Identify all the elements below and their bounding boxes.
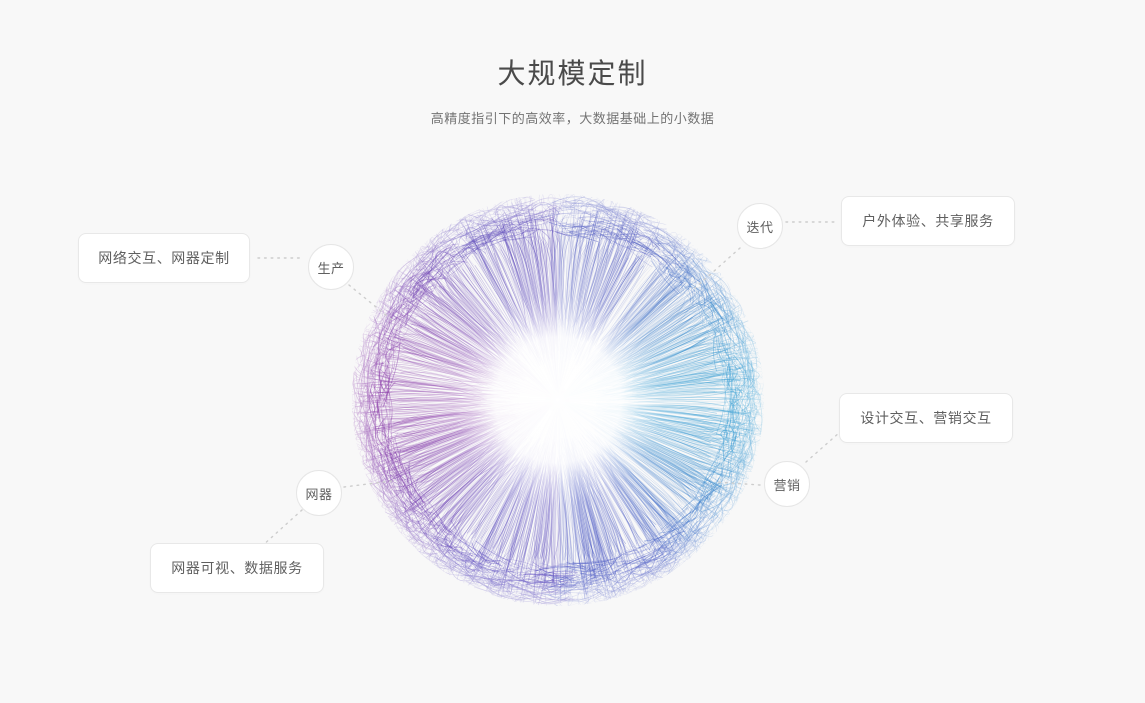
connector-netware-box [261,509,303,547]
node-marketing[interactable]: 营销 [764,461,810,507]
label-box-marketing[interactable]: 设计交互、营销交互 [839,393,1013,443]
page-title: 大规模定制 [497,58,648,89]
sphere-graph-svg [352,194,764,606]
node-production-label: 生产 [317,260,345,276]
label-box-iteration[interactable]: 户外体验、共享服务 [841,196,1015,246]
node-netware-label: 网器 [305,486,333,502]
node-production[interactable]: 生产 [308,244,354,290]
sphere-rim-fade [352,194,764,606]
label-box-production[interactable]: 网络交互、网器定制 [78,233,250,283]
page-subtitle: 高精度指引下的高效率，大数据基础上的小数据 [430,110,715,126]
node-netware[interactable]: 网器 [296,470,342,516]
label-box-netware[interactable]: 网器可视、数据服务 [150,543,324,593]
sphere-visualization [348,190,768,610]
label-box-production-text: 网络交互、网器定制 [98,250,230,266]
label-box-netware-text: 网器可视、数据服务 [171,560,303,576]
label-box-iteration-text: 户外体验、共享服务 [862,213,994,229]
node-iteration[interactable]: 迭代 [737,203,783,249]
label-box-marketing-text: 设计交互、营销交互 [860,410,992,426]
node-iteration-label: 迭代 [746,219,774,235]
page-header: 大规模定制 高精度指引下的高效率，大数据基础上的小数据 [0,0,1145,126]
node-marketing-label: 营销 [773,477,801,493]
